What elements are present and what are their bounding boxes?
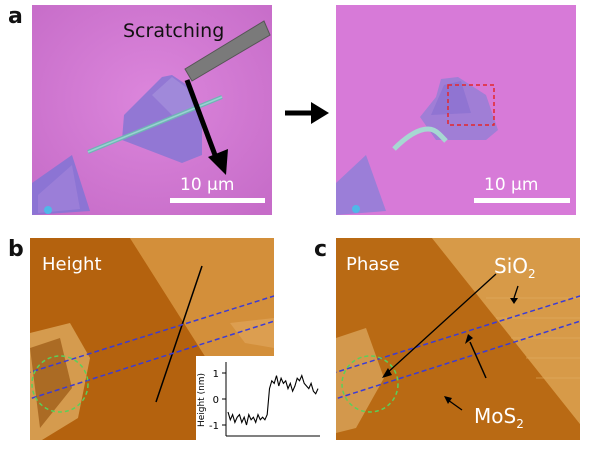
scale-bar-left — [170, 198, 265, 203]
mos2-label: MoS2 — [474, 404, 524, 431]
debris-circle — [31, 355, 89, 413]
scratch-region-box — [30, 295, 274, 400]
scale-bar-left-label: 10 µm — [180, 175, 235, 195]
scale-bar-right-label: 10 µm — [484, 175, 539, 195]
nanowire-after — [392, 126, 448, 151]
scratch-arrow-icon — [184, 79, 218, 156]
scan-region-box — [447, 84, 495, 126]
sio2-pointer-arrow — [385, 273, 497, 375]
profile-line — [155, 265, 203, 403]
inset-ylabel: Height (nm) — [197, 373, 207, 427]
phase-title: Phase — [346, 254, 400, 275]
height-profile-series — [227, 374, 319, 426]
panel-c-letter: c — [314, 237, 328, 262]
debris-circle-phase — [341, 355, 399, 413]
inset-tick-neg1: -1 — [209, 421, 219, 432]
scratch-region-box-phase — [336, 295, 580, 400]
panel-a-letter: a — [8, 4, 23, 29]
inset-tick-0: 0 — [213, 395, 219, 406]
inset-tick-1: 1 — [213, 369, 219, 380]
optical-image-after — [336, 5, 576, 215]
optical-image-before — [32, 5, 272, 215]
afm-phase-image — [336, 238, 580, 440]
height-title: Height — [42, 254, 102, 275]
scale-bar-right — [474, 198, 570, 203]
transition-arrow-icon — [285, 102, 329, 124]
mos2-pointer-arrow — [469, 341, 487, 379]
scratching-label: Scratching — [123, 20, 225, 42]
sio2-label: SiO2 — [494, 254, 536, 281]
panel-b-letter: b — [8, 237, 24, 262]
afm-tip-icon — [184, 20, 271, 82]
height-profile-inset: 1 0 -1 Height (nm) — [196, 356, 322, 444]
